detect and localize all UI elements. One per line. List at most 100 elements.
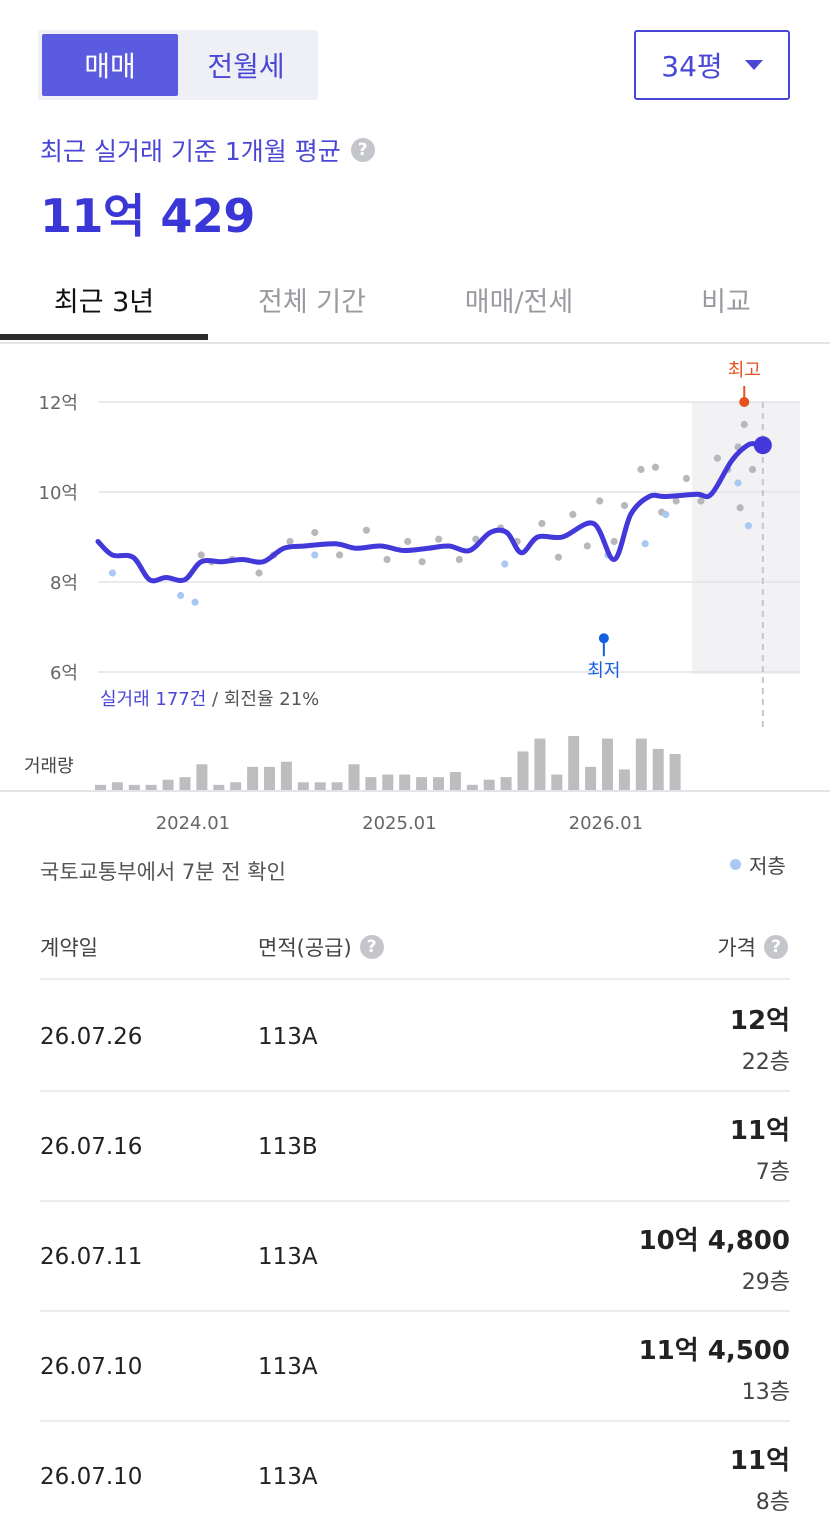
data-source: 국토교통부에서 7분 전 확인 xyxy=(40,860,286,884)
trade-point xyxy=(569,510,577,519)
volume-bar xyxy=(500,777,512,790)
trade-point xyxy=(610,537,618,546)
volume-bar xyxy=(365,777,377,790)
low-floor-point xyxy=(744,522,752,530)
volume-bar xyxy=(551,774,563,790)
table-row[interactable]: 26.07.16 113B 11억 7층 xyxy=(40,1090,790,1202)
trade-point xyxy=(651,463,660,471)
trade-point xyxy=(435,535,443,543)
row-price: 11억 xyxy=(729,1446,790,1476)
chart-stats: 실거래 177건 / 회전율 21% xyxy=(100,689,319,710)
tab-sale-jeonse[interactable]: 매매/전세 xyxy=(464,286,574,318)
volume-bar xyxy=(517,751,529,790)
table-row[interactable]: 26.07.10 113A 11억 8층 xyxy=(40,1420,790,1530)
deal-count: 실거래 177건 xyxy=(100,689,206,710)
row-floor: 13층 xyxy=(741,1380,790,1405)
x-tick-label: 2024.01 xyxy=(156,813,230,834)
row-date: 26.07.10 xyxy=(40,1354,143,1380)
tab-recent-3y[interactable]: 최근 3년 xyxy=(53,286,155,318)
low-floor-point xyxy=(662,510,670,519)
volume-bar xyxy=(247,766,259,790)
trade-point xyxy=(736,504,744,512)
low-label: 최저 xyxy=(587,660,620,681)
trade-point xyxy=(713,454,722,462)
row-floor: 29층 xyxy=(741,1270,790,1295)
row-date: 26.07.10 xyxy=(40,1464,143,1490)
size-select[interactable]: 34평 xyxy=(634,30,790,100)
volume-bar xyxy=(213,784,225,790)
volume-bar xyxy=(602,738,613,790)
volume-bar xyxy=(399,774,411,790)
volume-bar xyxy=(95,784,106,790)
volume-bar xyxy=(128,784,140,790)
question-circle-icon[interactable]: ? xyxy=(764,935,788,959)
row-floor: 7층 xyxy=(755,1160,790,1185)
volume-bar xyxy=(416,777,428,790)
x-tick-label: 2025.01 xyxy=(362,813,436,834)
future-shade xyxy=(692,402,800,674)
row-floor: 8층 xyxy=(755,1490,790,1515)
volume-bar xyxy=(449,772,461,790)
trade-point xyxy=(311,528,319,537)
average-price: 11억 429 xyxy=(40,189,255,243)
volume-bar xyxy=(466,784,478,790)
low-floor-point xyxy=(191,598,199,606)
tab-all-period[interactable]: 전체 기간 xyxy=(258,286,366,318)
header-price: 가격 ? xyxy=(717,932,788,962)
question-circle-icon[interactable]: ? xyxy=(350,138,375,162)
row-price: 11억 4,500 xyxy=(638,1336,790,1366)
trade-point xyxy=(637,465,645,474)
volume-bar xyxy=(568,736,580,790)
high-point xyxy=(739,397,750,407)
question-circle-icon[interactable]: ? xyxy=(359,935,384,959)
table-row[interactable]: 26.07.11 113A 10억 4,800 29층 xyxy=(40,1200,790,1312)
row-price: 10억 4,800 xyxy=(638,1226,790,1256)
tab-compare[interactable]: 비교 xyxy=(701,286,751,318)
period-tabs: 최근 3년 전체 기간 매매/전세 비교 xyxy=(0,258,830,344)
row-date: 26.07.16 xyxy=(40,1134,143,1160)
y-tick-label: 6억 xyxy=(50,663,78,684)
trade-point xyxy=(383,555,391,564)
volume-bar xyxy=(433,777,444,790)
volume-bar xyxy=(179,777,191,790)
volume-bar xyxy=(196,764,208,790)
volume-bar xyxy=(585,766,597,790)
y-tick-label: 8억 xyxy=(50,573,78,594)
volume-bar xyxy=(145,784,157,790)
y-tick-label: 10억 xyxy=(39,483,78,504)
row-area: 113A xyxy=(258,1024,318,1050)
trade-point xyxy=(740,420,748,429)
sale-tab-button[interactable]: 매매 xyxy=(42,34,178,96)
header-price-label: 가격 xyxy=(717,936,756,960)
table-header-divider xyxy=(40,978,790,980)
trade-point xyxy=(672,497,680,505)
table-row[interactable]: 26.07.10 113A 11억 4,500 13층 xyxy=(40,1310,790,1422)
trade-point xyxy=(418,558,426,566)
low-floor-point xyxy=(311,551,319,559)
trade-point xyxy=(255,569,263,577)
average-label-text: 최근 실거래 기준 1개월 평균 xyxy=(40,137,341,166)
trade-point xyxy=(682,474,691,483)
volume-bar xyxy=(618,769,630,790)
volume-bar xyxy=(230,782,242,790)
price-trend-line xyxy=(95,441,762,584)
high-label: 최고 xyxy=(728,360,761,381)
trade-point xyxy=(620,501,629,510)
volume-bar xyxy=(331,782,343,790)
legend-low-floor-label: 저층 xyxy=(749,854,786,878)
trade-point xyxy=(697,497,705,505)
row-date: 26.07.11 xyxy=(40,1244,143,1270)
chart-baseline xyxy=(0,790,830,792)
caret-down-icon xyxy=(744,60,763,70)
header-area: 면적(공급) ? xyxy=(258,932,384,962)
table-row[interactable]: 26.07.26 113A 12억 22층 xyxy=(40,980,790,1092)
rent-tab-button[interactable]: 전월세 xyxy=(178,34,314,96)
average-label: 최근 실거래 기준 1개월 평균 ? xyxy=(40,132,375,168)
trade-point xyxy=(455,555,463,564)
volume-bar xyxy=(483,779,495,790)
low-floor-point xyxy=(108,569,117,577)
trade-point xyxy=(583,542,591,550)
current-point xyxy=(753,436,772,455)
trade-point xyxy=(197,551,205,559)
